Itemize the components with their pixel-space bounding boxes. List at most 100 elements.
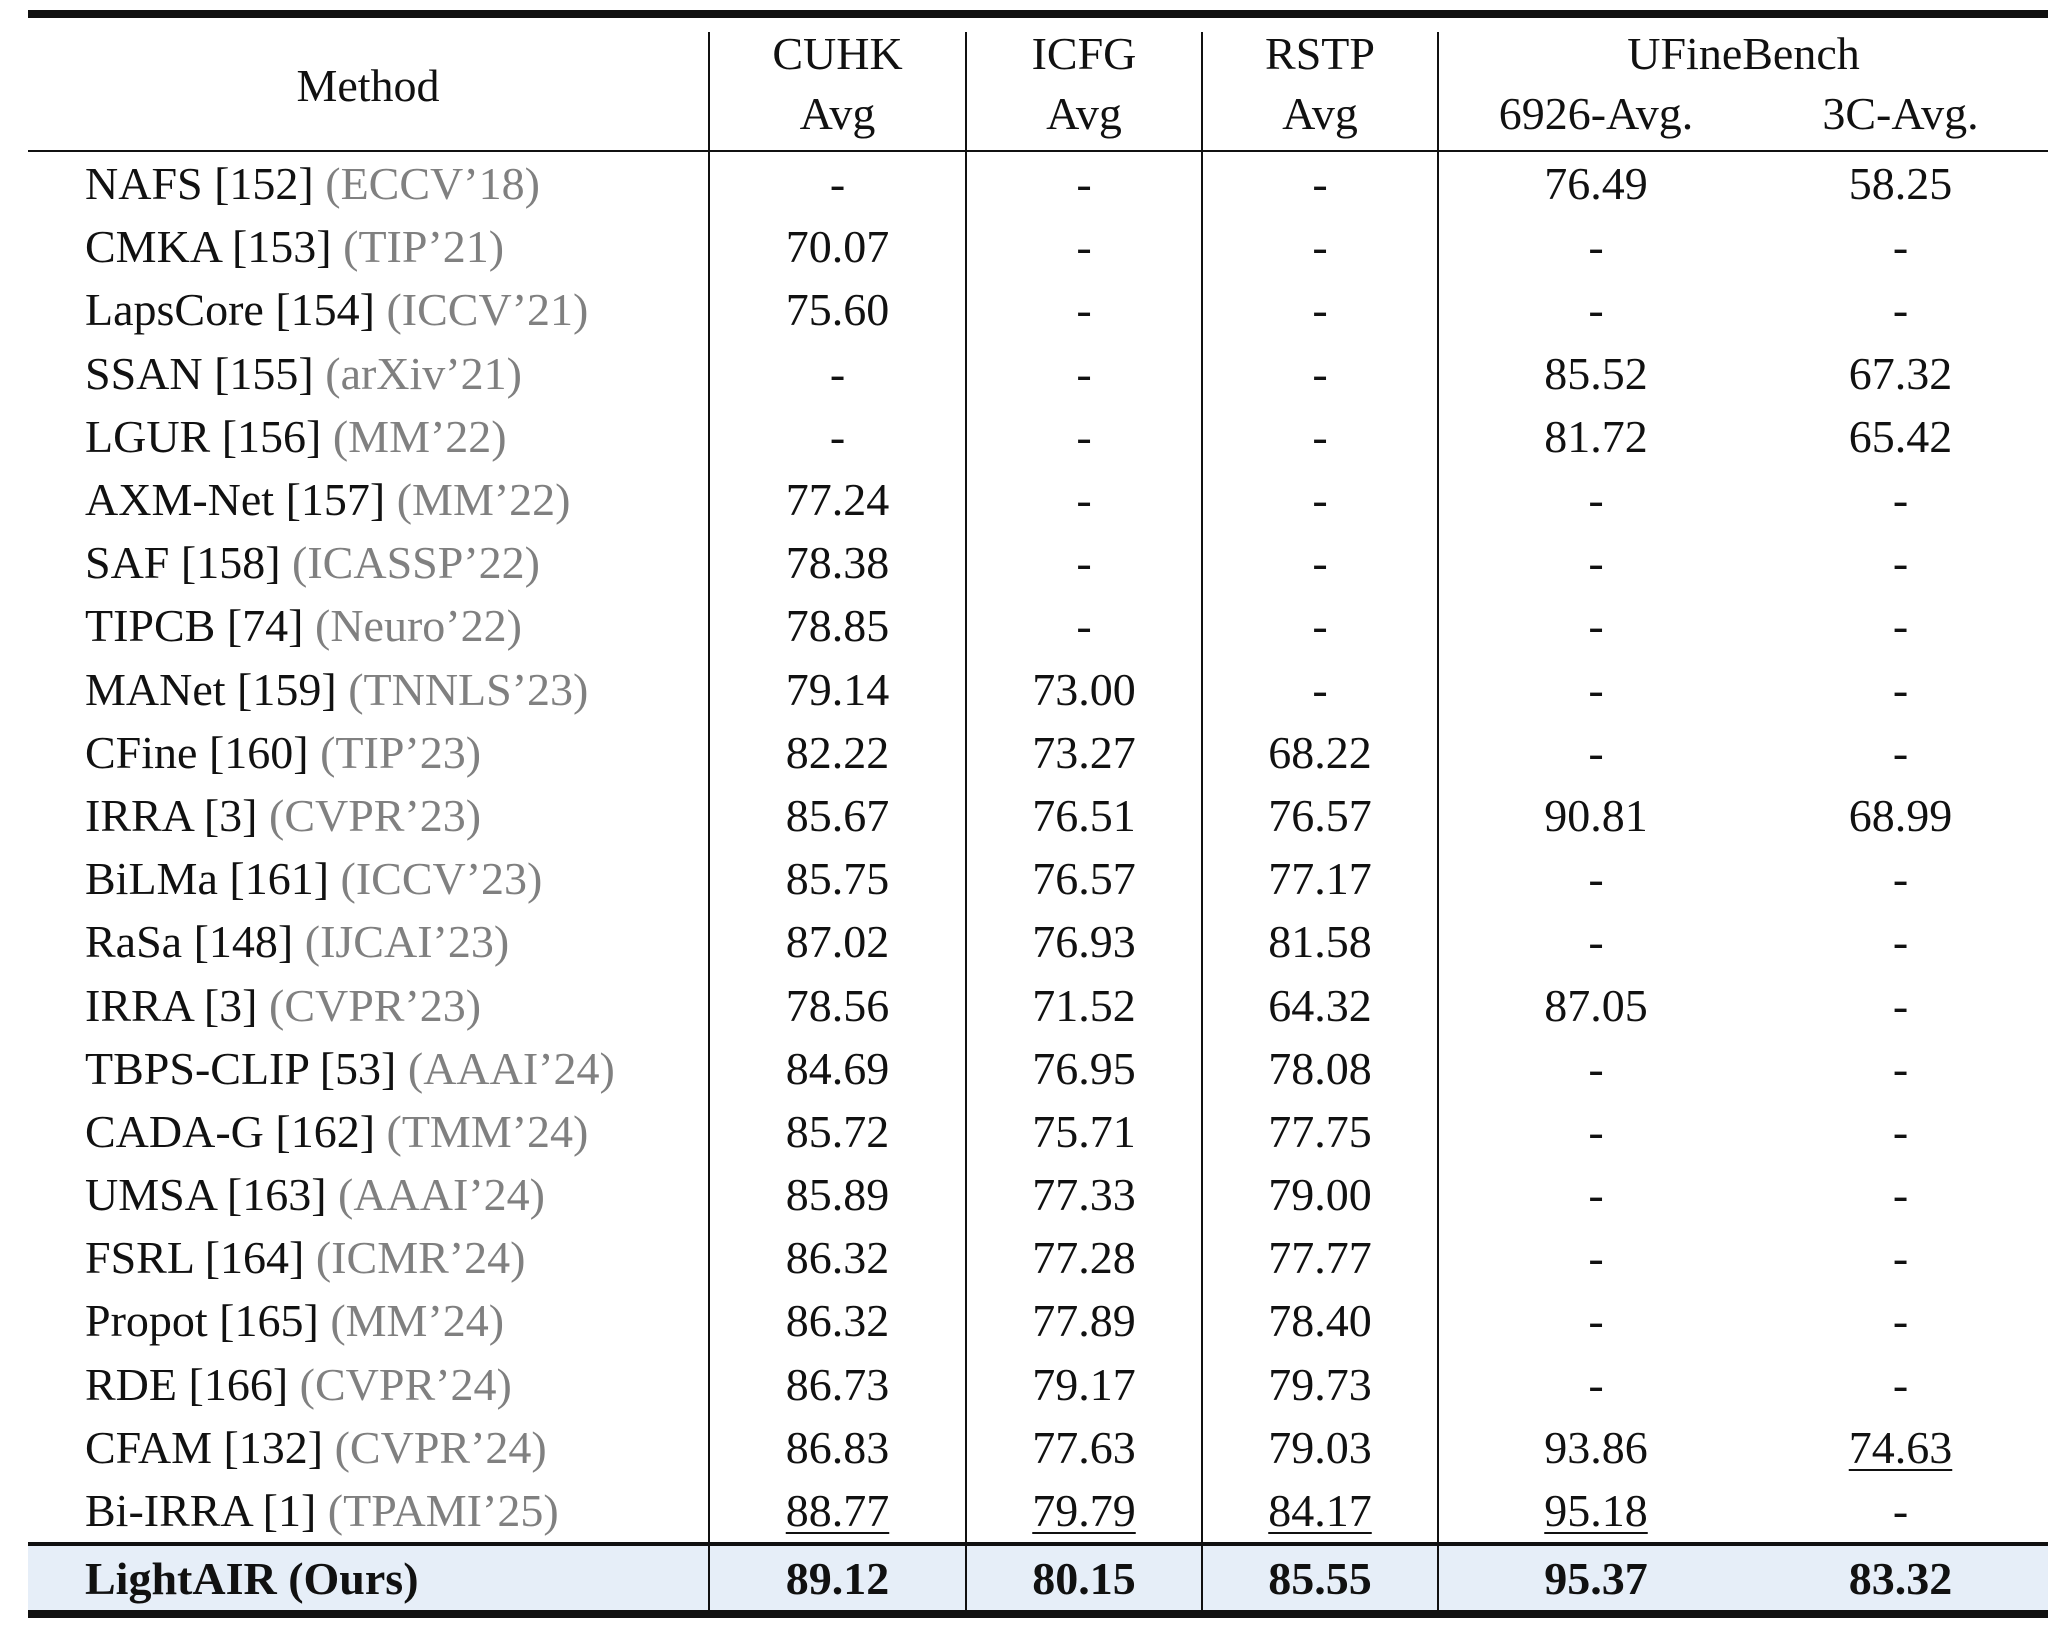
ufine-6926-value-text: 76.49 bbox=[1544, 158, 1648, 210]
column-divider bbox=[1201, 1163, 1203, 1227]
rstp-value: - bbox=[1203, 342, 1437, 405]
column-divider bbox=[1201, 1478, 1203, 1543]
column-divider bbox=[965, 973, 967, 1037]
method-cell: IRRA [3] (CVPR’23) bbox=[85, 784, 481, 847]
column-divider bbox=[708, 594, 710, 658]
cuhk-value: 89.12 bbox=[785, 1552, 890, 1604]
table-row: BiLMa [161] (ICCV’23) 85.75 76.57 77.17 - - bbox=[28, 847, 2048, 911]
rstp-value: 77.75 bbox=[1203, 1100, 1437, 1163]
ufine-3c-value: - bbox=[1753, 910, 2048, 973]
icfg-value: - bbox=[967, 531, 1201, 594]
column-divider bbox=[1437, 215, 1439, 279]
icfg-value-text: - bbox=[1076, 600, 1092, 652]
ufine-3c-value: - bbox=[1753, 658, 2048, 721]
method-name: Bi-IRRA [1] bbox=[85, 1485, 317, 1537]
rstp-value: - bbox=[1203, 215, 1437, 278]
cuhk-value: - bbox=[710, 152, 965, 215]
ufine-6926-value: - bbox=[1439, 847, 1753, 910]
column-divider bbox=[965, 404, 967, 468]
ufine-6926-value: - bbox=[1439, 468, 1753, 531]
header-rule bbox=[28, 150, 2048, 152]
cuhk-value-text: 78.38 bbox=[785, 537, 890, 589]
column-divider bbox=[965, 783, 967, 848]
table-row: TIPCB [74] (Neuro’22) 78.85 - - - - bbox=[28, 594, 2048, 658]
ufine-3c-value-text: - bbox=[1892, 979, 1909, 1031]
column-divider bbox=[1437, 1226, 1439, 1290]
rstp-value: - bbox=[1203, 278, 1437, 341]
ufine-3c-value: - bbox=[1753, 1037, 2048, 1100]
ufine-3c-value: - bbox=[1753, 531, 2048, 594]
cuhk-value-text: - bbox=[829, 158, 846, 210]
ufine-6926-value: - bbox=[1439, 658, 1753, 721]
rstp-value-text: - bbox=[1312, 600, 1328, 652]
column-divider bbox=[708, 278, 710, 342]
method-venue: (TIP’23) bbox=[320, 726, 482, 778]
column-divider bbox=[1437, 657, 1439, 721]
icfg-value-text: 77.28 bbox=[1032, 1232, 1136, 1284]
icfg-value: 76.95 bbox=[967, 1037, 1201, 1100]
icfg-value-text: - bbox=[1076, 474, 1092, 526]
cuhk-value-text: 87.02 bbox=[785, 916, 890, 968]
rstp-value: - bbox=[1203, 405, 1437, 468]
method-cell: Propot [165] (MM’24) bbox=[85, 1289, 504, 1352]
method-name: LapsCore [154] bbox=[85, 284, 375, 336]
column-divider bbox=[965, 1352, 967, 1416]
icfg-value: 77.89 bbox=[967, 1289, 1201, 1352]
rstp-value-text: - bbox=[1312, 284, 1328, 336]
method-name: IRRA [3] bbox=[85, 979, 258, 1031]
column-divider bbox=[708, 720, 710, 784]
rstp-value-text: 68.22 bbox=[1268, 726, 1372, 778]
icfg-value: 76.93 bbox=[967, 910, 1201, 973]
method-name: BiLMa [161] bbox=[85, 853, 330, 905]
rstp-value-text: - bbox=[1312, 158, 1328, 210]
method-name: SAF [158] bbox=[85, 537, 281, 589]
icfg-value-text: 71.52 bbox=[1032, 979, 1136, 1031]
icfg-value: 75.71 bbox=[967, 1100, 1201, 1163]
rstp-value-text: 78.08 bbox=[1268, 1042, 1372, 1094]
column-divider bbox=[1201, 152, 1203, 216]
method-name: IRRA [3] bbox=[85, 789, 258, 841]
cuhk-value-text: 78.56 bbox=[785, 979, 890, 1031]
ufine-3c-value: - bbox=[1753, 468, 2048, 531]
method-name: Propot [165] bbox=[85, 1295, 319, 1347]
ufine-6926-value-text: - bbox=[1588, 663, 1604, 715]
column-divider bbox=[1201, 594, 1203, 658]
cuhk-value: 75.60 bbox=[710, 278, 965, 341]
icfg-value-text: 77.63 bbox=[1032, 1421, 1136, 1473]
method-venue: (MM’22) bbox=[396, 474, 571, 526]
cuhk-value: - bbox=[710, 342, 965, 405]
icfg-value-text: 77.89 bbox=[1032, 1295, 1136, 1347]
method-venue: (MM’22) bbox=[332, 410, 507, 462]
ufine-6926-value-text: - bbox=[1588, 916, 1604, 968]
ufine-3c-value: - bbox=[1753, 215, 2048, 278]
method-venue: (TPAMI’25) bbox=[327, 1485, 559, 1537]
ufine-3c-value: 83.32 bbox=[1848, 1552, 1953, 1604]
column-divider bbox=[1201, 910, 1203, 974]
icfg-value-text: 77.33 bbox=[1032, 1169, 1136, 1221]
table-row: Bi-IRRA [1] (TPAMI’25) 88.77 79.79 84.17 95.… bbox=[28, 1478, 2048, 1543]
ufine-6926-value: - bbox=[1439, 1289, 1753, 1352]
ufine-3c-value: 67.32 bbox=[1753, 342, 2048, 405]
cuhk-value: 78.38 bbox=[710, 531, 965, 594]
icfg-value: - bbox=[967, 468, 1201, 531]
header-rstp-avg: Avg bbox=[1282, 88, 1358, 139]
ufine-6926-value: - bbox=[1439, 721, 1753, 784]
icfg-value: 77.63 bbox=[967, 1416, 1201, 1479]
cuhk-value: 85.72 bbox=[710, 1100, 965, 1163]
ufine-6926-value: 93.86 bbox=[1439, 1416, 1753, 1479]
cuhk-value-text: 78.85 bbox=[785, 600, 890, 652]
method-cell: CMKA [153] (TIP’21) bbox=[85, 215, 504, 278]
column-divider bbox=[1437, 32, 1439, 150]
column-divider bbox=[708, 1546, 710, 1611]
column-divider bbox=[1201, 467, 1203, 532]
icfg-value: 80.15 bbox=[1032, 1552, 1136, 1604]
ufine-6926-value: 81.72 bbox=[1439, 405, 1753, 468]
rstp-value: 81.58 bbox=[1203, 910, 1437, 973]
rstp-value: 79.00 bbox=[1203, 1163, 1437, 1226]
ufine-3c-value-text: - bbox=[1892, 1358, 1909, 1410]
cuhk-value: 77.24 bbox=[710, 468, 965, 531]
ufine-3c-value-text: - bbox=[1892, 1485, 1909, 1537]
column-divider bbox=[1201, 973, 1203, 1037]
table-row: IRRA [3] (CVPR’23) 85.67 76.51 76.57 90.81 68… bbox=[28, 783, 2048, 848]
method-venue: (arXiv’21) bbox=[325, 347, 522, 399]
